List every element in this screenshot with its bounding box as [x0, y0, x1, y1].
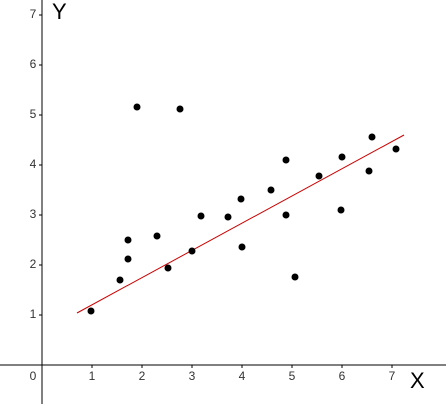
point [176, 105, 184, 113]
point [164, 264, 172, 272]
point [368, 133, 376, 141]
point [124, 236, 132, 244]
y-tick-label: 6 [30, 57, 37, 71]
x-tick-label: 7 [389, 369, 396, 383]
point [315, 172, 323, 180]
x-axis-label: X [410, 368, 425, 393]
x-tick-label: 4 [239, 369, 246, 383]
point [124, 255, 132, 263]
y-tick-label: 5 [30, 107, 37, 121]
x-tick-label: 6 [339, 369, 346, 383]
x-tick-label: 2 [139, 369, 146, 383]
point [392, 145, 400, 153]
x-tick-label: 3 [189, 369, 196, 383]
point [116, 276, 124, 284]
point [153, 232, 161, 240]
point [282, 211, 290, 219]
point [365, 167, 373, 175]
y-tick-label: 3 [30, 207, 37, 221]
point [133, 103, 141, 111]
x-tick-label: 5 [289, 369, 296, 383]
y-tick-label: 2 [30, 257, 37, 271]
point [291, 273, 299, 281]
y-tick-label: 4 [30, 157, 37, 171]
point [237, 195, 245, 203]
point [282, 156, 290, 164]
x-tick-label: 0 [30, 369, 37, 383]
y-axis-label: Y [52, 0, 67, 24]
point [337, 206, 345, 214]
point [267, 186, 275, 194]
y-tick-label: 1 [30, 307, 37, 321]
point [188, 247, 196, 255]
point [87, 307, 95, 315]
point [197, 212, 205, 220]
point [224, 213, 232, 221]
y-tick-label: 7 [30, 7, 37, 21]
x-tick-label: 1 [89, 369, 96, 383]
point [338, 153, 346, 161]
point [238, 243, 246, 251]
trend-line [76, 134, 405, 314]
